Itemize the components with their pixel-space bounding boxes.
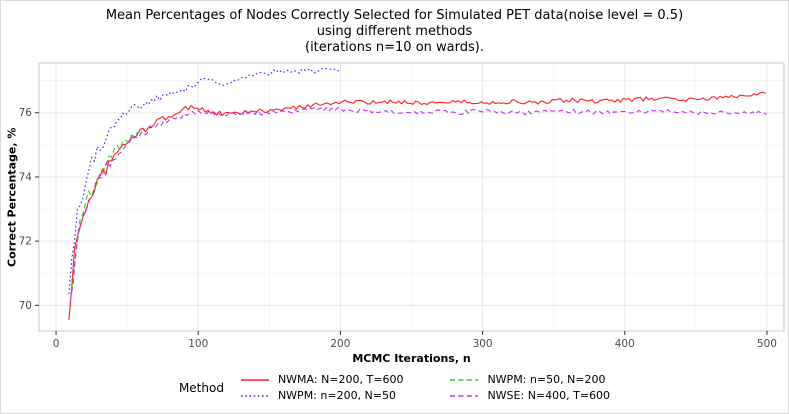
legend-item: NWMA: N=200, T=600 [240, 373, 404, 386]
series-line-1 [68, 91, 766, 321]
y-tick-label: 74 [19, 171, 33, 183]
x-tick-label: 500 [757, 338, 777, 350]
legend-key-line-icon [240, 378, 269, 381]
panel-border [38, 62, 785, 332]
y-tick-label: 70 [19, 300, 32, 312]
legend-item: NWSE: N=400, T=600 [449, 389, 610, 402]
series-line-2 [68, 67, 340, 295]
x-tick-label: 100 [188, 338, 208, 350]
legend-item: NWPM: n=200, N=50 [240, 389, 404, 402]
y-tick-label: 76 [19, 107, 33, 119]
chart-title-line-2: using different methods [316, 24, 473, 39]
x-tick-label: 200 [330, 338, 350, 350]
legend-key-line-icon [450, 394, 479, 397]
legend-label: NWPM: n=200, N=50 [277, 389, 397, 402]
x-tick-label: 0 [53, 338, 60, 350]
plot-area: 0 100 200 300 400 500 70 72 74 76 [19, 62, 785, 350]
series-line-4 [69, 106, 768, 301]
x-tick-label: 300 [473, 338, 493, 350]
chart-title-line-3: (iterations n=10 on wards). [305, 40, 484, 55]
legend-items: NWMA: N=200, T=600 NWPM: n=200, N=50 NWPM:… [240, 373, 610, 402]
legend: Method NWMA: N=200, T=600 NWPM: n=200, N=… [1, 373, 788, 402]
series-line-3 [71, 131, 143, 291]
x-tick-label: 400 [615, 338, 635, 350]
legend-label: NWMA: N=200, T=600 [277, 373, 404, 386]
y-tick-label: 72 [19, 236, 32, 248]
legend-item: NWPM: n=50, N=200 [449, 373, 610, 386]
legend-key-line-icon [240, 394, 269, 397]
chart-title-line-1: Mean Percentages of Nodes Correctly Sele… [105, 8, 684, 23]
legend-label: NWPM: n=50, N=200 [487, 373, 606, 386]
legend-label: NWSE: N=400, T=600 [487, 389, 611, 402]
legend-title: Method [178, 380, 224, 395]
legend-key-line-icon [450, 378, 479, 381]
x-axis-label: MCMC Iterations, n [352, 352, 471, 365]
chart-title: Mean Percentages of Nodes Correctly Sele… [1, 8, 788, 56]
